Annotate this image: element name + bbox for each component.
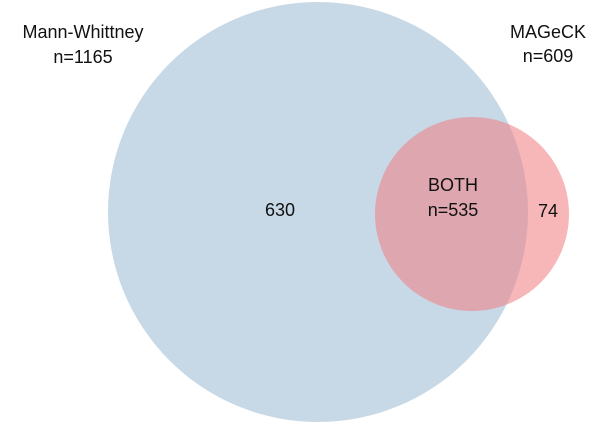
- set-size-label: n=1165: [53, 47, 112, 67]
- set-name: MAGeCK: [510, 22, 586, 42]
- set-circle: [375, 117, 569, 311]
- set-size-label: n=609: [523, 46, 574, 66]
- set-circle: [108, 2, 528, 422]
- overlap-name: BOTH: [428, 175, 478, 195]
- region-count: 630: [265, 200, 295, 220]
- set-name: Mann-Whittney: [22, 22, 143, 42]
- overlap-count: n=535: [428, 200, 479, 220]
- region-count: 74: [538, 201, 558, 221]
